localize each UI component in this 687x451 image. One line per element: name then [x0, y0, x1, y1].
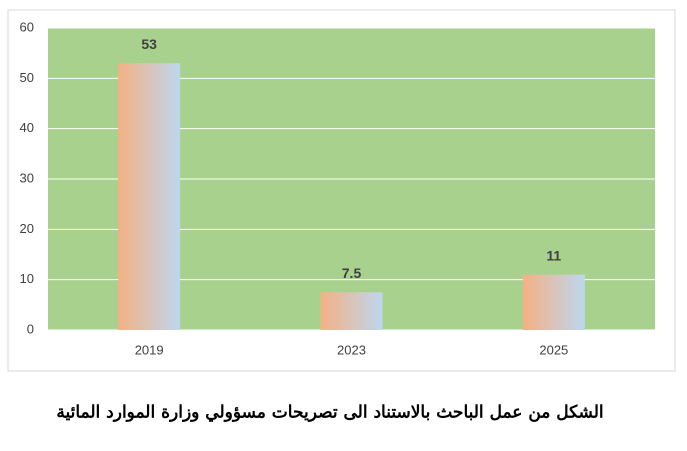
x-tick-label: 2019	[135, 342, 164, 357]
x-tick-label: 2025	[539, 342, 568, 357]
y-tick-label: 10	[20, 271, 34, 286]
y-tick-label: 60	[20, 19, 34, 34]
bar	[118, 63, 181, 330]
caption: الشكل من عمل الباحث بالاستناد الى تصريحا…	[56, 403, 603, 423]
y-tick-label: 40	[20, 120, 34, 135]
bar	[320, 292, 383, 330]
value-label: 7.5	[342, 265, 362, 281]
value-label: 53	[141, 36, 157, 52]
y-tick-label: 30	[20, 170, 34, 185]
y-tick-label: 50	[20, 70, 34, 85]
x-tick-label: 2023	[337, 342, 366, 357]
value-label: 11	[546, 247, 561, 263]
y-tick-label: 0	[27, 321, 34, 336]
y-tick-label: 20	[20, 221, 34, 236]
bar	[522, 274, 585, 330]
